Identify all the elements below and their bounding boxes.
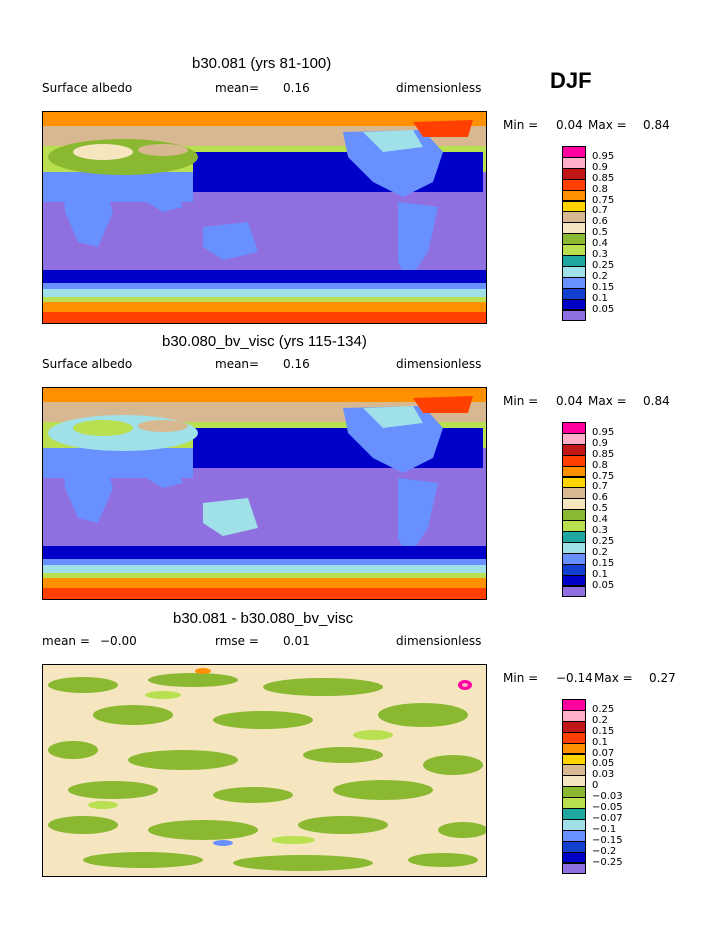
panel1-variable: Surface albedo [42,81,133,95]
panel2-mean-label: mean= [215,357,260,371]
panel3-rmse-label: rmse = [215,634,259,648]
legend-label: 0.3 [592,525,608,536]
legend-label: 0.05 [592,579,615,591]
panel1-max-value: 0.84 [643,118,670,132]
panel2-title: b30.080_bv_visc (yrs 115-134) [162,333,367,350]
legend-label: 0.4 [592,514,608,526]
legend-swatch [562,585,586,598]
legend-label: 0.2 [592,714,608,726]
panel1-min-label: Min = [503,118,539,132]
legend-label: −0.15 [592,834,623,846]
panel3-mean-label: mean = [42,634,90,648]
panel1-map-graphic [43,112,486,323]
panel2-map [42,387,487,600]
legend-swatch [562,862,586,875]
legend-label: 0 [592,780,599,792]
legend-label: 0.2 [592,270,608,282]
panel1-legend: 0.95 0.9 0.85 0.8 0.75 0.7 0.6 0.5 0.4 0.3 0.25 0.2… [562,146,672,322]
panel2-variable: Surface albedo [42,357,133,371]
legend-label: 0.85 [592,448,615,460]
legend-label: 0.95 [592,426,615,438]
legend-label: 0.7 [592,481,608,493]
panel1-mean-label: mean= [215,81,260,95]
panel3-min-value: −0.14 [556,671,593,685]
legend-label: 0.9 [592,437,608,449]
legend-label: −0.03 [592,791,623,803]
panel3-max-label: Max = [594,671,633,685]
legend-label: 0.1 [592,292,608,304]
panel2-map-graphic [43,388,486,599]
legend-label: 0.1 [592,568,608,580]
legend-label: −0.07 [592,812,623,824]
legend-label: 0.9 [592,161,608,173]
legend-label: 0.5 [592,227,608,239]
legend-label: 0.4 [592,238,608,250]
legend-label: 0.07 [592,747,615,759]
panel1-title: b30.081 (yrs 81-100) [192,55,332,72]
panel2-min-label: Min = [503,394,539,408]
panel1-max-label: Max = [588,118,627,132]
legend-label: 0.05 [592,758,615,770]
panel1-min-value: 0.04 [556,118,583,132]
legend-label: 0.15 [592,281,615,293]
panel1-units: dimensionless [396,81,482,95]
panel2-max-label: Max = [588,394,627,408]
legend-label: 0.05 [592,303,615,315]
panel1-mean-value: 0.16 [283,81,310,95]
panel3-mean-value: −0.00 [100,634,137,648]
legend-label: 0.6 [592,216,608,228]
season-label: DJF [550,68,592,93]
legend-label: −0.2 [592,845,617,857]
panel3-map [42,664,487,877]
panel2-legend: 0.95 0.9 0.85 0.8 0.75 0.7 0.6 0.5 0.4 0.3 0.25 0.2… [562,422,672,598]
legend-label: 0.3 [592,249,608,260]
panel3-title: b30.081 - b30.080_bv_visc [173,610,354,627]
legend-label: 0.7 [592,205,608,217]
legend-label: 0.95 [592,150,615,162]
panel2-mean-value: 0.16 [283,357,310,371]
legend-label: 0.75 [592,194,615,206]
legend-label: 0.25 [592,703,615,715]
panel2-min-value: 0.04 [556,394,583,408]
legend-label: 0.75 [592,470,615,482]
legend-label: 0.25 [592,259,615,271]
legend-label: 0.15 [592,725,615,737]
panel3-map-graphic [48,668,486,871]
legend-label: 0.8 [592,183,608,195]
panel3-max-value: 0.27 [649,671,676,685]
legend-label: 0.25 [592,535,615,547]
legend-label: 0.85 [592,172,615,184]
legend-label: 0.2 [592,546,608,558]
panel2-max-value: 0.84 [643,394,670,408]
legend-label: −0.25 [592,856,623,868]
panel2-units: dimensionless [396,357,482,371]
panel3-rmse-value: 0.01 [283,634,310,648]
panel3-legend: 0.25 0.2 0.15 0.1 0.07 0.05 0.03 0 −0.03 −0.05 −0.… [562,699,672,875]
panel3-units: dimensionless [396,634,482,648]
legend-label: 0.8 [592,459,608,471]
legend-label: 0.5 [592,503,608,515]
legend-label: −0.1 [592,823,617,835]
legend-label: −0.05 [592,802,623,813]
legend-swatch [562,309,586,322]
legend-label: 0.03 [592,769,615,781]
legend-label: 0.1 [592,736,608,748]
panel3-min-label: Min = [503,671,539,685]
legend-label: 0.15 [592,557,615,569]
panel1-map [42,111,487,324]
legend-label: 0.6 [592,492,608,504]
